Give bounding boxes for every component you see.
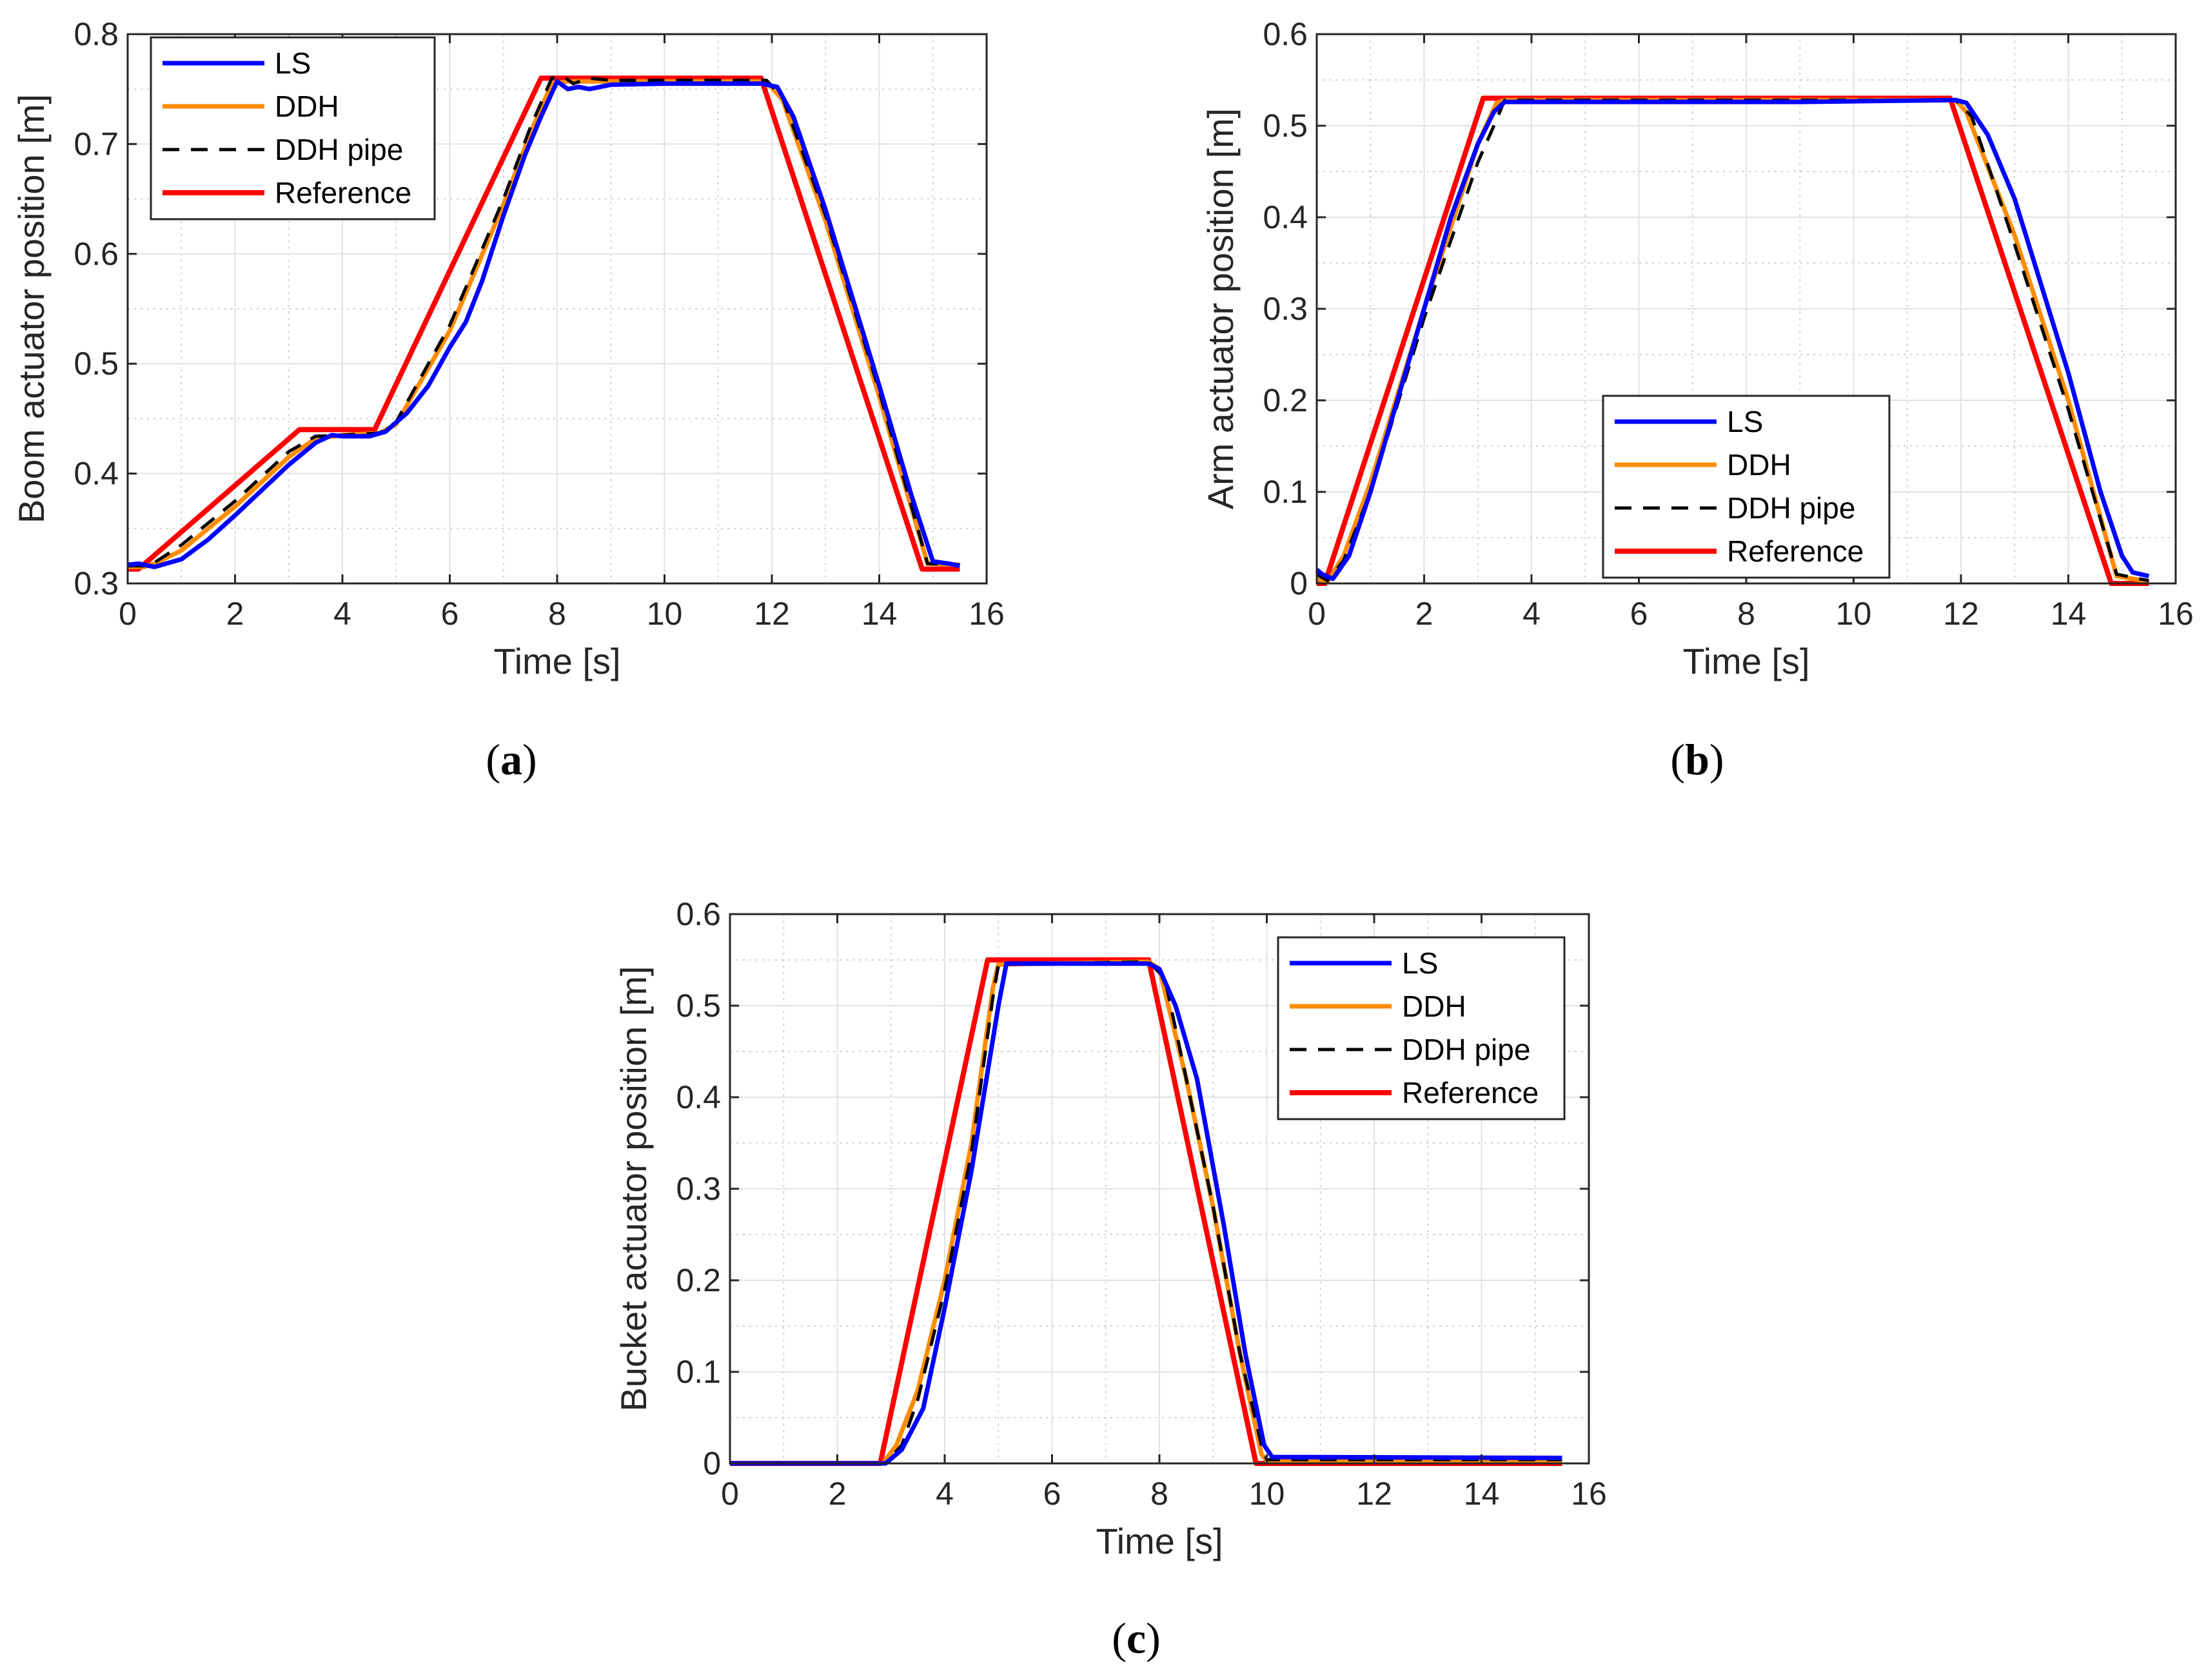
x-axis-label: Time [s] (1096, 1521, 1223, 1561)
x-tick-label: 12 (754, 596, 790, 632)
series-line-reference (128, 75, 960, 572)
x-tick-label: 8 (1737, 596, 1755, 632)
legend-label-reference: Reference (1727, 534, 1864, 568)
y-axis-label: Bucket actuator position [m] (613, 966, 654, 1411)
legend-label-ls: LS (1727, 405, 1763, 438)
caption-c: (c) (1112, 1614, 1161, 1663)
x-tick-label: 8 (548, 596, 566, 632)
x-tick-label: 4 (936, 1476, 954, 1512)
boom-chart: 0 2 4 6 8 10 12 14 16 0.3 0.4 0.5 0.6 0.7 0.8 Time [s] B… (11, 16, 1005, 681)
legend-label-reference: Reference (1402, 1076, 1539, 1109)
legend-box (1602, 395, 1891, 579)
series-line-ls (1315, 97, 2150, 581)
legend-label-ls: LS (1402, 946, 1438, 980)
x-tick-label: 2 (829, 1476, 847, 1512)
legend-box (1277, 936, 1566, 1120)
series-line-ddh-pipe (1315, 98, 2149, 583)
x-tick-label: 0 (119, 596, 137, 632)
x-tick-label: 10 (1836, 596, 1872, 632)
y-tick-label: 0.6 (676, 896, 721, 932)
bucket-chart: 0 2 4 6 8 10 12 14 16 0 0.1 0.2 0.3 0.4 0.5 0.6 Time [s]… (613, 896, 1607, 1561)
x-tick-label: 0 (1308, 596, 1326, 632)
y-tick-label: 0 (703, 1445, 721, 1481)
x-tick-label: 12 (1356, 1476, 1392, 1512)
x-tick-label: 6 (1630, 596, 1648, 632)
series-line-ddh-pipe (128, 74, 960, 568)
y-tick-label: 0.3 (74, 565, 119, 601)
y-tick-label: 0.3 (1263, 291, 1308, 327)
y-axis-label: Boom actuator position [m] (11, 94, 52, 523)
y-tick-label: 0.2 (676, 1262, 721, 1298)
legend-box (150, 36, 436, 220)
x-tick-label: 2 (1415, 596, 1433, 632)
y-tick-label: 0.4 (1263, 199, 1308, 235)
y-tick-label: 0.1 (676, 1354, 721, 1390)
y-tick-label: 0.3 (676, 1171, 721, 1207)
x-tick-label: 4 (333, 596, 351, 632)
legend-label-ddh-pipe: DDH pipe (1402, 1033, 1530, 1066)
x-tick-label: 14 (2051, 596, 2087, 632)
legend: LS DDH DDH pipe Reference (1277, 936, 1566, 1120)
y-tick-label: 0.6 (74, 236, 119, 272)
legend-label-reference: Reference (275, 176, 411, 210)
x-tick-label: 12 (1943, 596, 1979, 632)
y-tick-label: 0.4 (74, 456, 119, 492)
x-tick-label: 4 (1522, 596, 1541, 632)
x-tick-label: 2 (226, 596, 244, 632)
x-tick-label: 16 (969, 596, 1005, 632)
legend-label-ls: LS (275, 46, 311, 80)
legend: LS DDH DDH pipe Reference (1602, 395, 1891, 579)
y-tick-label: 0.7 (74, 126, 119, 162)
x-axis-label: Time [s] (1682, 641, 1809, 681)
y-tick-label: 0.6 (1263, 16, 1308, 52)
legend-label-ddh-pipe: DDH pipe (1727, 491, 1855, 525)
legend-label-ddh: DDH (1402, 990, 1466, 1023)
y-axis-label: Arm actuator position [m] (1200, 108, 1241, 509)
y-tick-label: 0 (1290, 565, 1308, 601)
legend-label-ddh: DDH (275, 90, 339, 123)
x-tick-label: 16 (1571, 1476, 1607, 1512)
x-tick-label: 10 (1249, 1476, 1285, 1512)
legend-label-ddh-pipe: DDH pipe (275, 133, 403, 166)
series-line-ls (127, 79, 961, 569)
x-tick-label: 8 (1150, 1476, 1168, 1512)
series-line-ls (730, 961, 1562, 1466)
arm-chart: 0 2 4 6 8 10 12 14 16 0 0.1 0.2 0.3 0.4 0.5 0.6 Time [s]… (1200, 16, 2194, 681)
y-tick-label: 0.4 (676, 1079, 721, 1115)
y-tick-label: 0.5 (1263, 108, 1308, 144)
y-tick-label: 0.5 (74, 346, 119, 382)
y-tick-label: 0.2 (1263, 382, 1308, 418)
legend-label-ddh: DDH (1727, 448, 1791, 482)
x-tick-label: 10 (647, 596, 683, 632)
x-axis-label: Time [s] (493, 641, 620, 681)
y-tick-label: 0.1 (1263, 474, 1308, 510)
x-tick-label: 6 (441, 596, 459, 632)
x-tick-label: 0 (721, 1476, 739, 1512)
x-tick-label: 6 (1043, 1476, 1061, 1512)
x-tick-label: 14 (862, 596, 898, 632)
caption-b: (b) (1670, 735, 1724, 784)
x-tick-label: 16 (2158, 596, 2194, 632)
y-tick-label: 0.8 (74, 16, 119, 52)
series-line-ddh (128, 79, 960, 569)
legend: LS DDH DDH pipe Reference (150, 36, 436, 220)
y-tick-label: 0.5 (676, 988, 721, 1024)
x-tick-label: 14 (1464, 1476, 1500, 1512)
caption-a: (a) (486, 735, 537, 784)
